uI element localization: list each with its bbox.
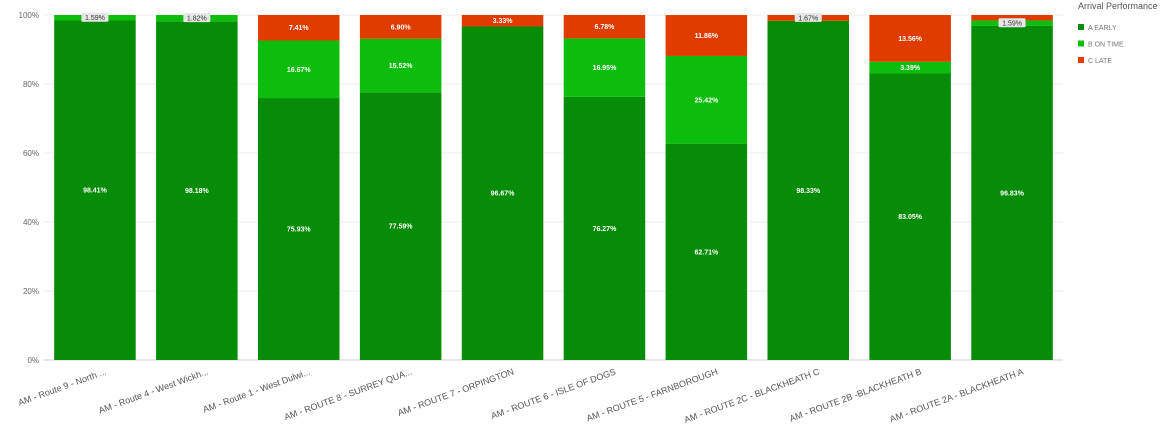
data-label: 3.33%: [493, 18, 514, 25]
bar-segment-c-late: [257, 14, 340, 41]
bar-segment-b-on-time: [563, 38, 646, 97]
bar-segment-b-on-time: [869, 61, 951, 74]
data-label: 98.41%: [83, 188, 108, 195]
data-label: 11.86%: [695, 33, 719, 40]
data-label: 1.59%: [1002, 21, 1022, 28]
bar-segment-c-late: [461, 15, 544, 27]
legend-swatch-b-on-time: [1078, 40, 1084, 47]
y-tick-label: 20%: [23, 287, 39, 296]
y-tick-label: 0%: [27, 356, 39, 365]
data-label: 83.05%: [898, 214, 923, 221]
bar-segment-b-on-time: [359, 38, 442, 93]
data-label: 15.52%: [389, 63, 414, 70]
data-label: 13.56%: [898, 36, 923, 43]
data-label: 98.33%: [796, 188, 821, 195]
legend-entry: B ON TIME: [1088, 42, 1124, 49]
data-label: 1.59%: [85, 15, 105, 22]
legend: Arrival Performance A EARLY B ON TIME C LAT…: [1078, 1, 1158, 65]
legend-entry: A EARLY: [1088, 25, 1117, 32]
legend-entry: C LATE: [1088, 58, 1112, 65]
data-label: 96.83%: [1000, 190, 1025, 197]
bar-segment-b-on-time: [257, 40, 340, 99]
bars: 98.41% 1.59% 98.18% 1.82% 75.93% 16.67% 7.41% 7…: [54, 12, 1053, 361]
bar-segment-a-early: [767, 20, 850, 360]
data-label: 98.18%: [185, 188, 210, 195]
bar-segment-c-late: [665, 15, 748, 56]
data-label-bg: [794, 12, 822, 22]
y-tick-label: 40%: [23, 218, 39, 227]
data-label-bg: [998, 18, 1026, 28]
data-label: 25.42%: [694, 97, 719, 104]
bar-segment-a-early: [665, 143, 748, 360]
x-tick-label: AM - Route 4 - West Wickh...: [97, 366, 209, 415]
legend-swatch-c-late: [1078, 57, 1084, 63]
bar-segment-a-early: [971, 25, 1053, 361]
bar-segment-c-late: [359, 14, 442, 39]
data-label: 62.71%: [694, 249, 719, 256]
bar-segment-a-early: [54, 20, 136, 360]
x-tick-label: AM - Route 9 - North ...: [17, 366, 108, 407]
y-tick-label: 60%: [23, 149, 39, 158]
bar-segment-c-late: [971, 14, 1053, 21]
data-label: 76.27%: [593, 226, 618, 233]
y-tick-label: 80%: [23, 80, 39, 89]
bar-segment-a-early: [461, 26, 544, 361]
bar-segment-a-early: [563, 96, 646, 360]
data-label-bg: [81, 12, 109, 22]
data-label: 96.67%: [491, 191, 516, 198]
data-label: 16.95%: [593, 65, 618, 72]
data-label: 1.67%: [798, 15, 818, 22]
data-label: 7.41%: [289, 25, 310, 32]
legend-title: Arrival Performance: [1078, 1, 1158, 11]
bar-segment-b-on-time: [665, 55, 748, 144]
bar-segment-a-early: [869, 73, 951, 360]
data-label: 75.93%: [287, 227, 312, 234]
bar-segment-c-late: [563, 15, 646, 39]
legend-swatch-a-early: [1078, 24, 1084, 30]
data-label: 3.39%: [900, 65, 921, 72]
data-label: 1.82%: [187, 16, 207, 23]
data-label: 6.78%: [595, 24, 616, 31]
data-label: 6.90%: [391, 24, 412, 31]
y-tick-label: 100%: [19, 11, 39, 20]
data-label-bg: [183, 13, 211, 23]
bar-segment-c-late: [869, 15, 951, 62]
data-label: 77.59%: [389, 224, 414, 231]
data-label: 16.67%: [287, 67, 312, 74]
bar-segment-a-early: [359, 92, 442, 360]
bar-segment-a-early: [156, 21, 238, 361]
bar-segment-a-early: [257, 98, 340, 360]
